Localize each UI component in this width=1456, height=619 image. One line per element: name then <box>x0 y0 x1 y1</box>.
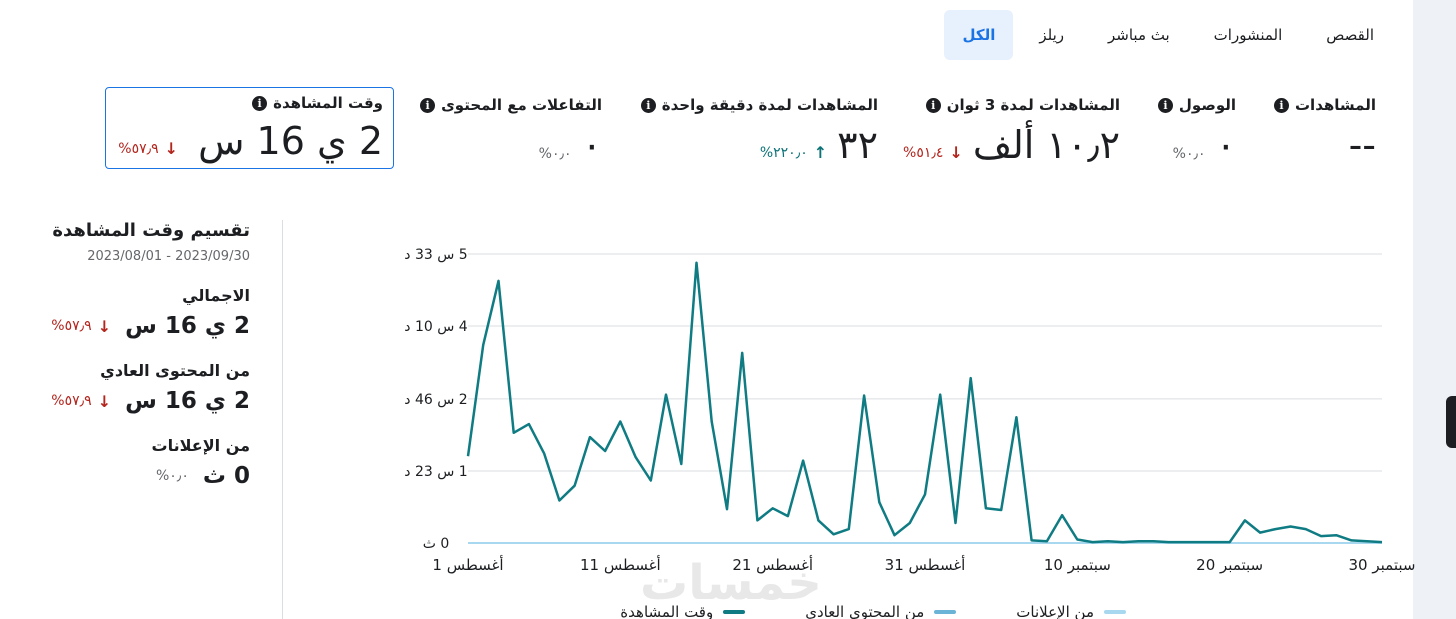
breakdown-organic-value: 2 ي 16 س <box>125 388 250 414</box>
info-icon[interactable]: i <box>252 95 268 111</box>
metric-views-3s-label: المشاهدات لمدة 3 ثوان <box>946 96 1120 114</box>
y-tick-label: 5 س 33 د <box>404 247 467 263</box>
x-tick-label: 20 سبتمبر <box>1196 556 1263 574</box>
watermark: خمسات <box>640 555 822 611</box>
metric-engagement-label: التفاعلات مع المحتوى <box>441 96 602 114</box>
y-tick-label: 4 س 10 د <box>404 319 468 335</box>
metric-engagement[interactable]: التفاعلات مع المحتوى i ٠ ٠٫٠% <box>420 96 602 164</box>
panel-divider <box>282 220 283 619</box>
metric-views-1m-label: المشاهدات لمدة دقيقة واحدة <box>661 96 878 114</box>
content-type-tabs: الكل ريلز بث مباشر المنشورات القصص <box>944 10 1392 60</box>
x-tick-label: 1 أغسطس <box>432 555 503 574</box>
y-tick-label: 1 س 23 د <box>404 464 467 480</box>
metric-views-value: -- <box>1348 123 1376 167</box>
x-tick-label: 10 سبتمبر <box>1044 556 1111 574</box>
breakdown-organic: من المحتوى العادي 2 ي 16 س ↓ ٥٧٫٩% <box>30 361 250 414</box>
metric-views-3s-value: ١٠٫٢ ألف <box>972 123 1120 167</box>
x-tick-label: 30 سبتمبر <box>1349 556 1416 574</box>
panel-title: تقسيم وقت المشاهدة <box>52 220 250 241</box>
metric-watch-time-label: وقت المشاهدة <box>273 94 383 112</box>
scroll-handle[interactable] <box>1446 396 1456 448</box>
watch-time-breakdown-panel: تقسيم وقت المشاهدة 2023/08/01 - 2023/09/… <box>30 220 250 489</box>
panel-date-range: 2023/08/01 - 2023/09/30 <box>87 249 250 264</box>
legend-label: من الإعلانات <box>1016 603 1094 619</box>
info-icon[interactable]: i <box>420 97 436 113</box>
breakdown-total: الاجمالي 2 ي 16 س ↓ ٥٧٫٩% <box>30 286 250 339</box>
metric-reach-label: الوصول <box>1178 96 1236 114</box>
metric-reach[interactable]: الوصول i ٠ ٠٫٠% <box>1157 96 1236 167</box>
metric-watch-time-value: 2 ي 16 س <box>198 119 383 163</box>
metric-watch-time-change: ٥٧٫٩% <box>118 140 159 157</box>
legend-item-ads[interactable]: من الإعلانات <box>1016 603 1126 619</box>
metric-views-3s[interactable]: المشاهدات لمدة 3 ثوان i ١٠٫٢ ألف ↓ ٥١٫٤% <box>903 96 1120 164</box>
legend-label: وقت المشاهدة <box>620 603 714 619</box>
x-tick-label: 21 أغسطس <box>732 555 813 574</box>
metric-views-label: المشاهدات <box>1294 96 1376 114</box>
chart-svg[interactable]: 0 ث 1 س 23 د 2 س 46 د 4 س 10 د 5 س 33 د 1 أغس… <box>400 230 1415 600</box>
metric-reach-change: ٠٫٠% <box>1172 146 1206 162</box>
info-icon[interactable]: i <box>640 97 656 113</box>
metric-engagement-value: ٠ <box>581 123 602 167</box>
y-tick-label: 2 س 46 د <box>404 392 467 408</box>
info-icon[interactable]: i <box>1273 97 1289 113</box>
breakdown-ads: من الإعلانات 0 ث ٠٫٠% <box>30 436 250 489</box>
metric-views[interactable]: المشاهدات i -- <box>1273 96 1376 167</box>
breakdown-total-label: الاجمالي <box>182 286 250 305</box>
breakdown-ads-change: ٠٫٠% <box>155 468 189 484</box>
metric-views-1m[interactable]: المشاهدات لمدة دقيقة واحدة i ٣٢ ↑ ٢٢٠٫٠% <box>640 96 878 167</box>
tab-posts[interactable]: المنشورات <box>1213 26 1283 44</box>
watch-time-chart: 0 ث 1 س 23 د 2 س 46 د 4 س 10 د 5 س 33 د 1 أغس… <box>400 230 1415 619</box>
breakdown-total-change: ٥٧٫٩% <box>51 318 92 334</box>
legend-item-organic[interactable]: من المحتوى العادي <box>805 603 957 619</box>
arrow-down-icon: ↓ <box>97 391 112 411</box>
right-sidebar-strip <box>1413 0 1456 619</box>
tab-live[interactable]: بث مباشر <box>1108 26 1170 44</box>
tab-stories[interactable]: القصص <box>1326 26 1374 44</box>
legend-label: من المحتوى العادي <box>805 603 925 619</box>
info-icon[interactable]: i <box>925 97 941 113</box>
arrow-down-icon: ↓ <box>949 143 963 162</box>
tab-reels[interactable]: ريلز <box>1039 26 1065 44</box>
tab-all[interactable]: الكل <box>944 10 1014 60</box>
info-icon[interactable]: i <box>1157 97 1173 113</box>
metric-views-3s-change: ٥١٫٤% <box>903 144 944 161</box>
breakdown-ads-value: 0 ث <box>202 463 250 489</box>
arrow-down-icon: ↓ <box>164 139 179 158</box>
breakdown-organic-label: من المحتوى العادي <box>100 361 250 380</box>
arrow-up-icon: ↑ <box>813 143 828 162</box>
legend-item-watch-time[interactable]: وقت المشاهدة <box>620 603 746 619</box>
x-tick-label: 31 أغسطس <box>885 555 966 574</box>
metric-views-1m-change: ٢٢٠٫٠% <box>759 144 808 161</box>
breakdown-ads-label: من الإعلانات <box>151 436 250 455</box>
metric-engagement-change: ٠٫٠% <box>538 146 572 162</box>
metric-views-1m-value: ٣٢ <box>837 123 878 167</box>
y-tick-label: 0 ث <box>423 536 450 552</box>
x-tick-label: 11 أغسطس <box>580 555 661 574</box>
breakdown-organic-change: ٥٧٫٩% <box>51 393 92 409</box>
series-line-watch-time <box>466 261 1383 544</box>
breakdown-total-value: 2 ي 16 س <box>125 313 250 339</box>
arrow-down-icon: ↓ <box>97 316 112 336</box>
chart-legend: وقت المشاهدة من المحتوى العادي من الإعلا… <box>620 603 1126 619</box>
metric-watch-time[interactable]: وقت المشاهدة i 2 ي 16 س ↓ ٥٧٫٩% <box>105 87 394 169</box>
metric-reach-value: ٠ <box>1215 123 1236 167</box>
